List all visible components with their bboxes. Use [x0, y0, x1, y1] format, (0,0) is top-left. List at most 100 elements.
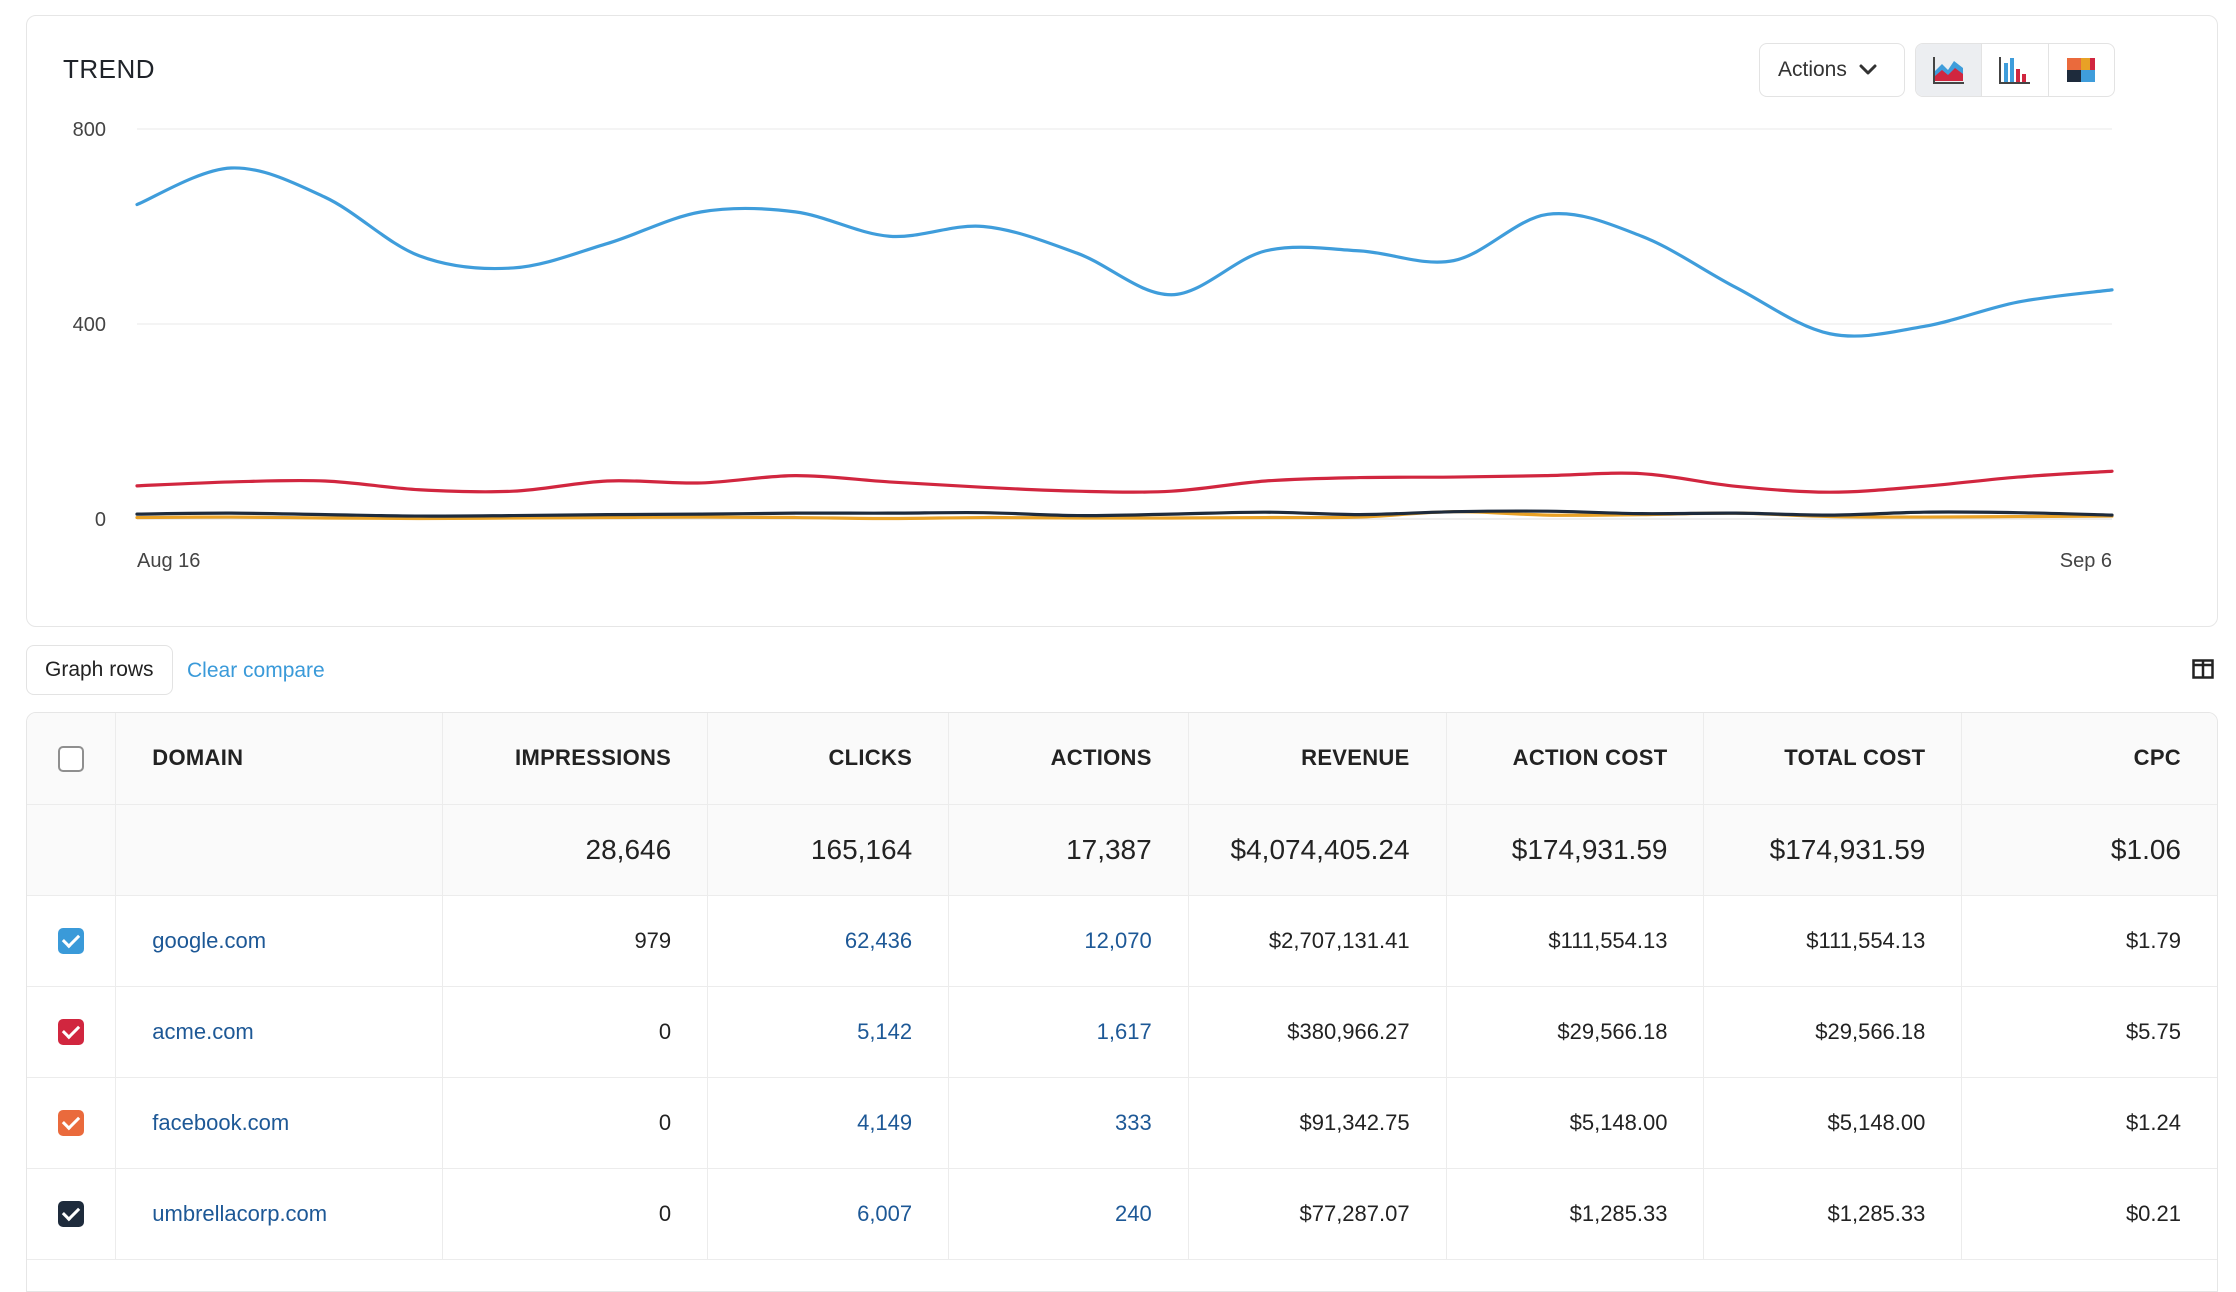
domain-cell: facebook.com — [115, 1077, 444, 1169]
total-action-cost: $174,931.59 — [1446, 804, 1705, 896]
graph-rows-button[interactable]: Graph rows — [26, 645, 173, 695]
action-cost-cell: $1,285.33 — [1446, 1168, 1705, 1260]
actions-dropdown[interactable]: Actions — [1759, 43, 1905, 97]
total-impressions: 28,646 — [442, 804, 709, 896]
column-header-total-cost[interactable]: TOTAL COST — [1703, 713, 1963, 805]
area-chart-icon — [1932, 57, 1964, 84]
row-select-cell — [27, 895, 117, 987]
clicks-cell: 5,142 — [707, 986, 950, 1078]
clicks-link[interactable]: 6,007 — [857, 1200, 913, 1226]
action-cost-cell: $5,148.00 — [1446, 1077, 1705, 1169]
revenue-cell: $77,287.07 — [1188, 1168, 1447, 1260]
row-checkbox[interactable] — [58, 1201, 85, 1228]
clicks-cell: 6,007 — [707, 1168, 950, 1260]
series-line — [135, 509, 2114, 518]
actions-link[interactable]: 240 — [1114, 1200, 1152, 1226]
column-header-domain[interactable]: DOMAIN — [115, 713, 444, 805]
actions-link[interactable]: 333 — [1114, 1109, 1152, 1135]
select-all-checkbox[interactable] — [58, 745, 85, 772]
domain-link[interactable]: facebook.com — [152, 1109, 290, 1135]
table-row: facebook.com 0 4,149 333 $91,342.75 $5,1… — [27, 1077, 2217, 1169]
impressions-cell: 979 — [442, 895, 709, 987]
action-cost-cell: $29,566.18 — [1446, 986, 1705, 1078]
area-chart-button[interactable] — [1916, 44, 1983, 96]
clicks-link[interactable]: 62,436 — [844, 927, 913, 953]
actions-link[interactable]: 1,617 — [1096, 1018, 1152, 1044]
table-row: acme.com 0 5,142 1,617 $380,966.27 $29,5… — [27, 986, 2217, 1078]
revenue-cell: $380,966.27 — [1188, 986, 1447, 1078]
heatmap-chart-button[interactable] — [2049, 44, 2114, 96]
total-revenue: $4,074,405.24 — [1188, 804, 1447, 896]
actions-dropdown-label: Actions — [1778, 58, 1847, 81]
domain-cell: umbrellacorp.com — [115, 1168, 444, 1260]
y-tick-label: 800 — [73, 119, 106, 141]
table-toolbar: Graph rows Clear compare — [26, 645, 2218, 697]
y-tick-label: 400 — [73, 314, 106, 336]
impressions-cell: 0 — [442, 1077, 709, 1169]
column-header-clicks[interactable]: CLICKS — [707, 713, 950, 805]
x-tick-label: Sep 6 — [2060, 550, 2112, 572]
clear-compare-link[interactable]: Clear compare — [187, 659, 325, 682]
table-row: google.com 979 62,436 12,070 $2,707,131.… — [27, 895, 2217, 987]
y-tick-label: 0 — [95, 509, 106, 531]
row-checkbox[interactable] — [58, 928, 85, 955]
domain-link[interactable]: google.com — [152, 927, 267, 953]
cpc-cell: $0.21 — [1961, 1168, 2217, 1260]
revenue-cell: $91,342.75 — [1188, 1077, 1447, 1169]
chart-type-toggle — [1915, 43, 2115, 97]
column-header-revenue[interactable]: REVENUE — [1188, 713, 1447, 805]
column-header-action-cost[interactable]: ACTION COST — [1446, 713, 1705, 805]
domain-link[interactable]: umbrellacorp.com — [152, 1200, 328, 1226]
totals-row: 28,646 165,164 17,387 $4,074,405.24 $174… — [27, 804, 2217, 896]
actions-cell: 12,070 — [948, 895, 1189, 987]
cpc-cell: $5.75 — [1961, 986, 2217, 1078]
totals-domain-cell — [115, 804, 444, 896]
row-checkbox[interactable] — [58, 1019, 85, 1046]
total-cost-cell: $1,285.33 — [1703, 1168, 1963, 1260]
cpc-cell: $1.24 — [1961, 1077, 2217, 1169]
impressions-cell: 0 — [442, 986, 709, 1078]
row-select-cell — [27, 986, 117, 1078]
total-actions: 17,387 — [948, 804, 1189, 896]
row-select-cell — [27, 1168, 117, 1260]
impressions-cell: 0 — [442, 1168, 709, 1260]
chevron-down-icon — [1859, 64, 1877, 75]
select-all-cell — [27, 713, 117, 805]
domain-link[interactable]: acme.com — [152, 1018, 254, 1044]
series-line — [135, 166, 2114, 338]
column-header-cpc[interactable]: CPC — [1961, 713, 2217, 805]
bar-chart-icon — [1998, 57, 2030, 84]
actions-cell: 240 — [948, 1168, 1189, 1260]
column-header-actions[interactable]: ACTIONS — [948, 713, 1189, 805]
actions-cell: 1,617 — [948, 986, 1189, 1078]
data-grid: DOMAIN IMPRESSIONS CLICKS ACTIONS REVENU… — [26, 712, 2218, 1292]
trend-card: TREND Actions — [26, 15, 2218, 627]
clicks-cell: 4,149 — [707, 1077, 950, 1169]
total-total-cost: $174,931.59 — [1703, 804, 1963, 896]
clicks-link[interactable]: 5,142 — [857, 1018, 913, 1044]
columns-icon[interactable] — [2192, 659, 2214, 679]
total-cpc: $1.06 — [1961, 804, 2217, 896]
heatmap-chart-icon — [2067, 58, 2096, 82]
trend-title: TREND — [63, 54, 156, 84]
total-clicks: 165,164 — [707, 804, 950, 896]
clicks-link[interactable]: 4,149 — [857, 1109, 913, 1135]
header-row: DOMAIN IMPRESSIONS CLICKS ACTIONS REVENU… — [27, 713, 2217, 805]
row-select-cell — [27, 1077, 117, 1169]
column-header-impressions[interactable]: IMPRESSIONS — [442, 713, 709, 805]
total-cost-cell: $29,566.18 — [1703, 986, 1963, 1078]
clicks-cell: 62,436 — [707, 895, 950, 987]
totals-empty-cell — [27, 804, 117, 896]
series-line — [135, 469, 2114, 494]
bar-chart-button[interactable] — [1982, 44, 2049, 96]
total-cost-cell: $5,148.00 — [1703, 1077, 1963, 1169]
actions-link[interactable]: 12,070 — [1084, 927, 1152, 953]
actions-cell: 333 — [948, 1077, 1189, 1169]
total-cost-cell: $111,554.13 — [1703, 895, 1963, 987]
trend-chart: 0 400 800 Aug 16 Sep 6 — [73, 119, 2114, 572]
action-cost-cell: $111,554.13 — [1446, 895, 1705, 987]
row-checkbox[interactable] — [58, 1110, 85, 1137]
domain-cell: acme.com — [115, 986, 444, 1078]
table-row: umbrellacorp.com 0 6,007 240 $77,287.07 … — [27, 1168, 2217, 1260]
cpc-cell: $1.79 — [1961, 895, 2217, 987]
